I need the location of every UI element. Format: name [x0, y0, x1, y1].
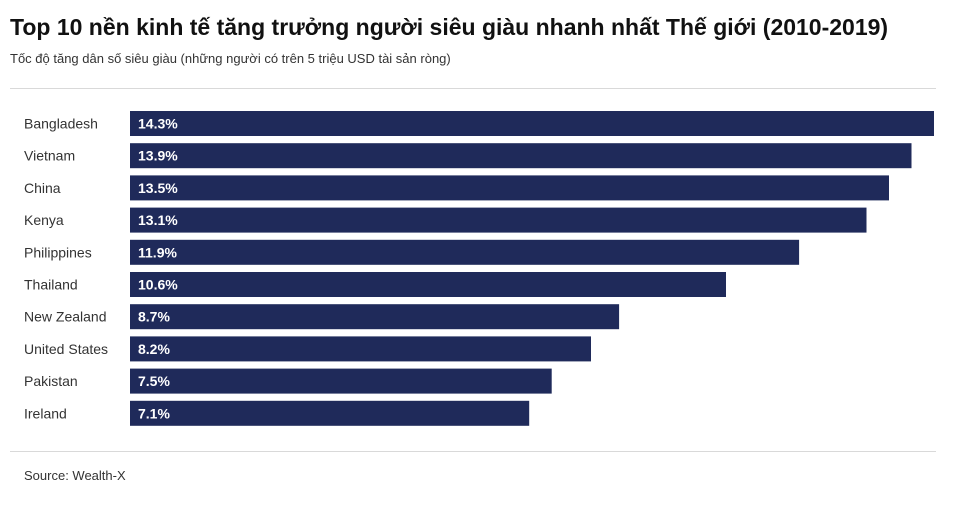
- bar: [130, 239, 800, 265]
- value-label: 7.1%: [138, 405, 170, 421]
- value-label: 11.9%: [138, 244, 177, 260]
- category-label: Bangladesh: [24, 116, 98, 132]
- bar: [130, 143, 912, 169]
- value-label: 7.5%: [138, 373, 170, 389]
- bar: [130, 207, 867, 233]
- top-divider: [10, 88, 936, 89]
- bar: [130, 368, 552, 394]
- chart-subtitle: Tốc độ tăng dân số siêu giàu (những ngườ…: [10, 51, 451, 66]
- bar: [130, 175, 889, 201]
- source-note: Source: Wealth-X: [24, 468, 126, 483]
- bar: [130, 400, 530, 426]
- value-label: 14.3%: [138, 116, 178, 132]
- category-label: Ireland: [24, 405, 67, 421]
- bar: [130, 336, 591, 362]
- bottom-divider: [10, 451, 936, 452]
- bar: [130, 111, 934, 136]
- category-label: United States: [24, 341, 108, 357]
- category-label: China: [24, 180, 61, 196]
- chart-title: Top 10 nền kinh tế tăng trưởng người siê…: [10, 14, 889, 40]
- category-label: Thailand: [24, 277, 78, 293]
- value-label: 13.5%: [138, 180, 178, 196]
- category-label: Philippines: [24, 244, 92, 260]
- value-label: 8.2%: [138, 341, 170, 357]
- bar: [130, 272, 726, 297]
- bar: [130, 304, 620, 330]
- category-label: Pakistan: [24, 373, 78, 389]
- value-label: 10.6%: [138, 277, 178, 293]
- value-label: 8.7%: [138, 309, 170, 325]
- category-label: Kenya: [24, 212, 64, 228]
- value-label: 13.1%: [138, 212, 178, 228]
- category-label: New Zealand: [24, 309, 107, 325]
- value-label: 13.9%: [138, 148, 178, 164]
- category-label: Vietnam: [24, 148, 75, 164]
